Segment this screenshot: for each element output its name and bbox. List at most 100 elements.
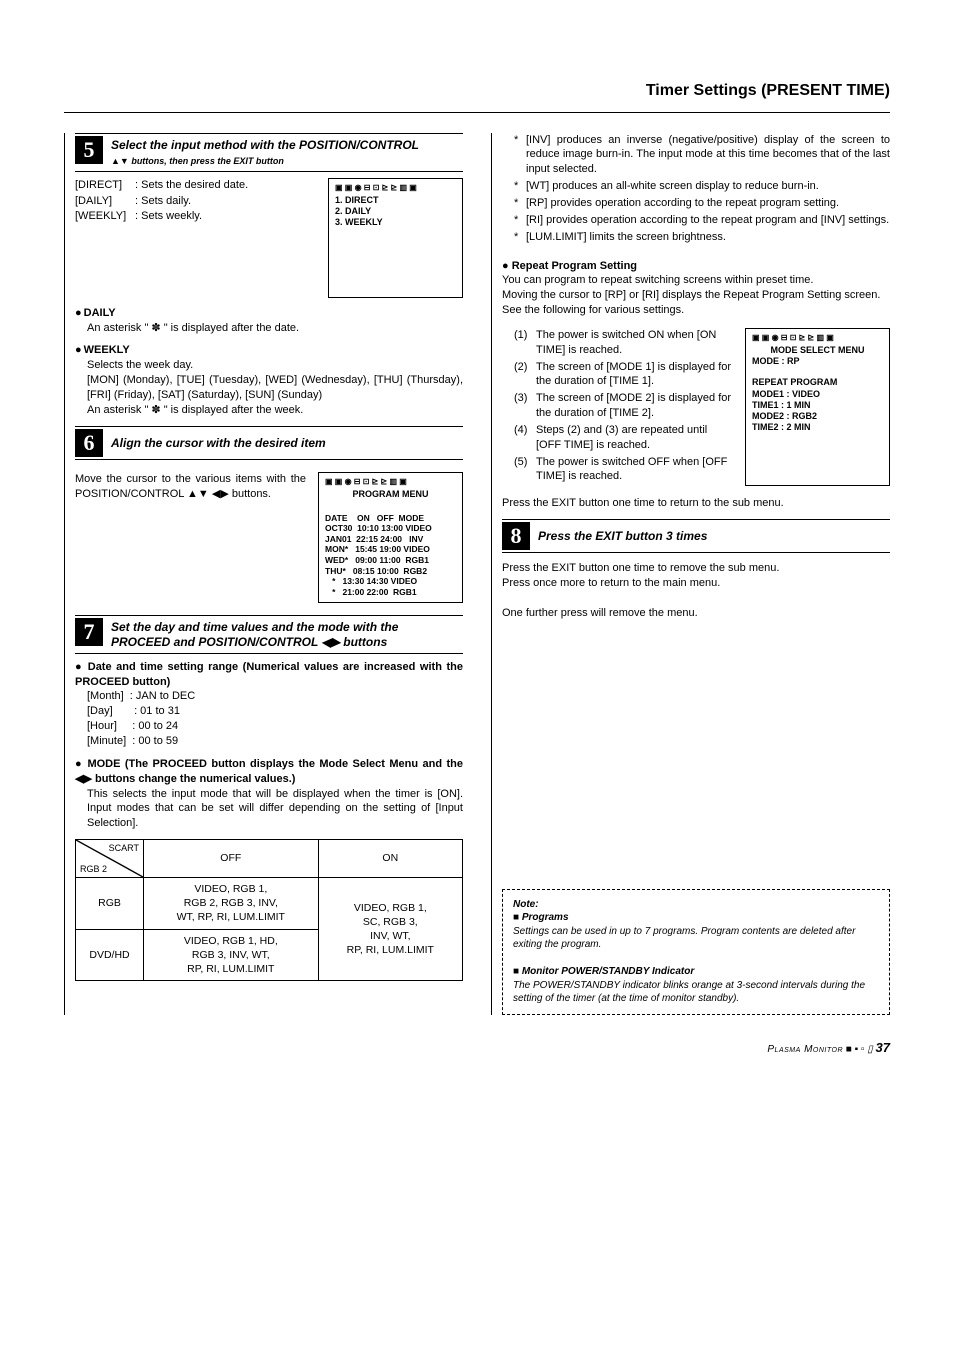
daily-section: DAILY An asterisk " ✽ " is displayed aft…	[75, 306, 463, 336]
screen-icons: ▣ ▣ ◉ ⊟ ⊡ ⊵ ⊵ ▥ ▣	[325, 477, 456, 487]
rps-2: The screen of [MODE 1] is displayed for …	[536, 360, 733, 390]
step-8-body: Press the EXIT button one time to remove…	[502, 561, 890, 620]
weekly-label: [WEEKLY]	[75, 209, 135, 224]
rps-3: The screen of [MODE 2] is displayed for …	[536, 391, 733, 421]
note-programs-t: Settings can be used in up to 7 programs…	[513, 926, 855, 951]
note-programs-h: Programs	[513, 912, 569, 923]
step-8-number: 8	[502, 522, 530, 550]
screen-line: 2. DAILY	[335, 206, 456, 217]
ms-m2: MODE2 : RGB2	[752, 411, 883, 422]
weekly-value: : Sets weekly.	[135, 210, 202, 222]
star-wt: [WT] produces an all-white screen displa…	[526, 179, 819, 194]
mode-section: ● MODE (The PROCEED button displays the …	[75, 757, 463, 831]
screen-icons: ▣ ▣ ◉ ⊟ ⊡ ⊵ ⊵ ▥ ▣	[335, 183, 456, 193]
step-8-t3: One further press will remove the menu.	[502, 607, 698, 619]
step-8-header: 8 Press the EXIT button 3 times	[502, 519, 890, 553]
daily-t: An asterisk " ✽ " is displayed after the…	[87, 322, 299, 334]
diag-tl: SCART	[109, 842, 139, 854]
step-5-screen: ▣ ▣ ◉ ⊟ ⊡ ⊵ ⊵ ▥ ▣ 1. DIRECT 2. DAILY 3. …	[328, 178, 463, 298]
note-monitor-h: Monitor POWER/STANDBY Indicator	[513, 966, 694, 977]
star-rp: [RP] provides operation according to the…	[526, 196, 839, 211]
program-menu-title: PROGRAM MENU	[325, 489, 456, 500]
pm-row: * 21:00 22:00 RGB1	[325, 587, 417, 597]
star-lum: [LUM.LIMIT] limits the screen brightness…	[526, 230, 726, 245]
rps-t2: Moving the cursor to [RP] or [RI] displa…	[502, 289, 880, 301]
note-monitor-t: The POWER/STANDBY indicator blinks orang…	[513, 980, 865, 1005]
date-range-h: Date and time setting range (Numerical v…	[75, 661, 463, 688]
pm-row: * 13:30 14:30 VIDEO	[325, 576, 417, 586]
step-7-title-a: Set the day and time values and the mode…	[111, 620, 398, 634]
footer-page: 37	[876, 1040, 890, 1055]
step-5-title: Select the input method with the POSITIO…	[111, 136, 419, 169]
hour-range: [Hour] : 00 to 24	[87, 719, 463, 734]
daily-label: [DAILY]	[75, 194, 135, 209]
footer-deco: ■ ▪ ▫ ▯	[846, 1044, 873, 1055]
pm-row: JAN01 22:15 24:00 INV	[325, 534, 423, 544]
screen-icons: ▣ ▣ ◉ ⊟ ⊡ ⊵ ⊵ ▥ ▣	[752, 333, 883, 343]
ms-rp-h: REPEAT PROGRAM	[752, 377, 883, 388]
rps-t3: See the following for various settings.	[502, 304, 684, 316]
diag-br: RGB 2	[80, 863, 107, 875]
row-dvdhd-off: VIDEO, RGB 1, HD, RGB 3, INV, WT, RP, RI…	[144, 929, 319, 981]
step-5-title-a: Select the input method with the POSITIO…	[111, 138, 419, 152]
footer: Plasma Monitor ■ ▪ ▫ ▯ 37	[64, 1039, 890, 1057]
th-off: OFF	[144, 840, 319, 878]
step-7-title: Set the day and time values and the mode…	[111, 618, 398, 651]
step-7-number: 7	[75, 618, 103, 646]
month-range: [Month] : JAN to DEC	[87, 689, 463, 704]
weekly-h: WEEKLY	[75, 344, 130, 356]
program-table: DATE ON OFF MODE OCT30 10:10 13:00 VIDEO…	[325, 502, 456, 598]
press-exit-1: Press the EXIT button one time to return…	[502, 496, 890, 511]
rps-1: The power is switched ON when [ON TIME] …	[536, 328, 733, 358]
screen-line: 3. WEEKLY	[335, 217, 456, 228]
ms-title: MODE SELECT MENU	[752, 345, 883, 356]
mode-h: MODE (The PROCEED button displays the Mo…	[75, 758, 463, 785]
page-title: Timer Settings (PRESENT TIME)	[64, 80, 890, 102]
direct-value: : Sets the desired date.	[135, 179, 248, 191]
row-dvdhd-label: DVD/HD	[76, 929, 144, 981]
ms-m1: MODE1 : VIDEO	[752, 389, 883, 400]
left-column: 5 Select the input method with the POSIT…	[64, 133, 463, 1015]
rps-4: Steps (2) and (3) are repeated until [OF…	[536, 423, 733, 453]
step-5-header: 5 Select the input method with the POSIT…	[75, 133, 463, 172]
step-5-row: [DIRECT]: Sets the desired date. [DAILY]…	[75, 178, 463, 298]
divider	[64, 112, 890, 113]
step-8-t1: Press the EXIT button one time to remove…	[502, 562, 779, 574]
columns: 5 Select the input method with the POSIT…	[64, 133, 890, 1015]
step-7-header: 7 Set the day and time values and the mo…	[75, 615, 463, 654]
row-on: VIDEO, RGB 1, SC, RGB 3, INV, WT, RP, RI…	[318, 878, 462, 981]
rps-section: ● Repeat Program Setting You can program…	[502, 259, 890, 318]
note-h: Note:	[513, 899, 539, 910]
step-6-title: Align the cursor with the desired item	[111, 429, 326, 452]
pm-hdr: DATE ON OFF MODE	[325, 513, 424, 523]
step-5-defs: [DIRECT]: Sets the desired date. [DAILY]…	[75, 178, 316, 298]
ms-t2: TIME2 : 2 MIN	[752, 422, 883, 433]
diag-cell: SCART RGB 2	[76, 840, 144, 878]
weekly-t3: An asterisk " ✽ " is displayed after the…	[87, 403, 463, 418]
pm-row: WED* 09:00 11:00 RGB1	[325, 555, 429, 565]
step-6-screen: ▣ ▣ ◉ ⊟ ⊡ ⊵ ⊵ ▥ ▣ PROGRAM MENU DATE ON O…	[318, 472, 463, 603]
pm-row: OCT30 10:10 13:00 VIDEO	[325, 523, 432, 533]
step-6-row: Move the cursor to the various items wit…	[75, 472, 463, 603]
pm-row: THU* 08:15 10:00 RGB2	[325, 566, 427, 576]
row-rgb-off: VIDEO, RGB 1, RGB 2, RGB 3, INV, WT, RP,…	[144, 878, 319, 930]
rps-row: (1)The power is switched ON when [ON TIM…	[502, 328, 890, 486]
rps-h: Repeat Program Setting	[512, 260, 637, 272]
rps-steps: (1)The power is switched ON when [ON TIM…	[514, 328, 733, 486]
daily-h: DAILY	[75, 307, 116, 319]
rps-t1: You can program to repeat switching scre…	[502, 274, 813, 286]
direct-label: [DIRECT]	[75, 178, 135, 193]
screen-line: 1. DIRECT	[335, 195, 456, 206]
mode-table: SCART RGB 2 OFF ON RGB VIDEO, RGB 1, RGB…	[75, 839, 463, 981]
ms-mode: MODE : RP	[752, 356, 883, 367]
rps-5: The power is switched OFF when [OFF TIME…	[536, 455, 733, 485]
mode-t: This selects the input mode that will be…	[87, 787, 463, 832]
footer-pm: Plasma Monitor	[767, 1044, 843, 1055]
weekly-section: WEEKLY Selects the week day. [MON] (Mond…	[75, 343, 463, 417]
right-column: *[INV] produces an inverse (negative/pos…	[491, 133, 890, 1015]
step-6-text: Move the cursor to the various items wit…	[75, 472, 306, 603]
step-6-number: 6	[75, 429, 103, 457]
note-box: Note: Programs Settings can be used in u…	[502, 889, 890, 1015]
daily-value: : Sets daily.	[135, 195, 191, 207]
th-on: ON	[318, 840, 462, 878]
